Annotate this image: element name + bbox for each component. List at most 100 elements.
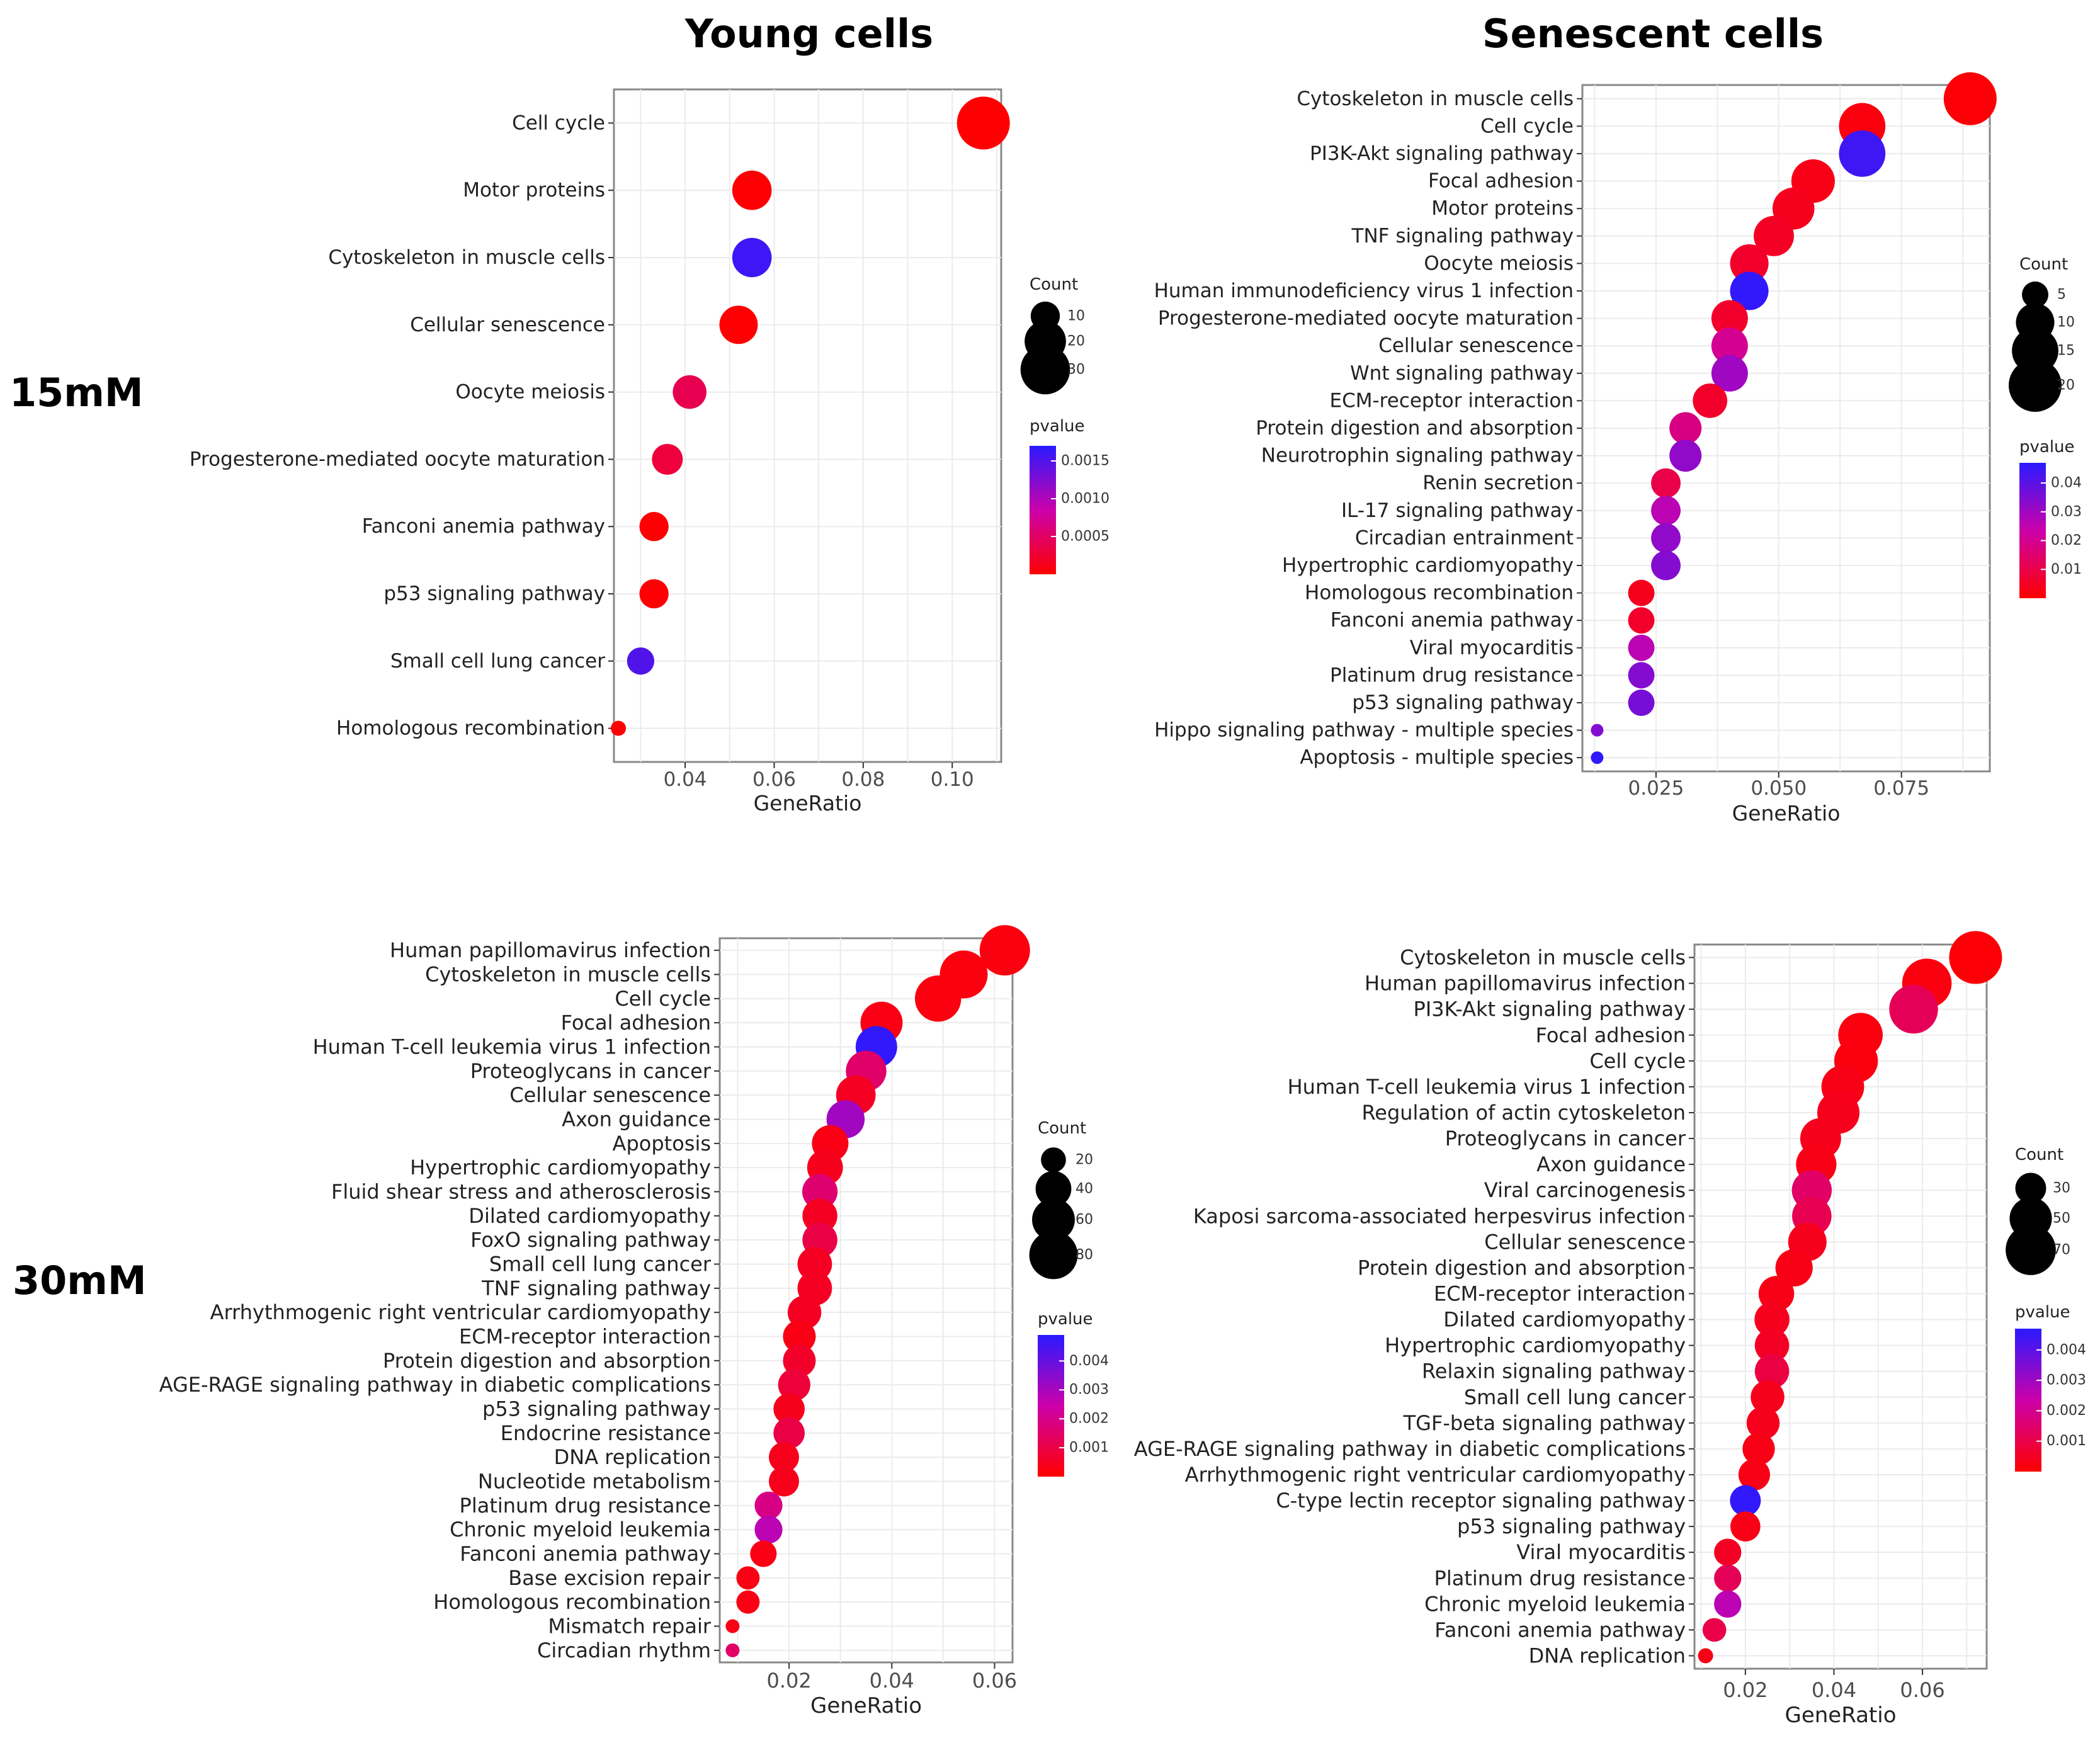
pathway-label: Fanconi anemia pathway — [460, 1542, 711, 1566]
pathway-label: Arrhythmogenic right ventricular cardiom… — [210, 1300, 711, 1324]
count-legend-dot — [2006, 1225, 2056, 1275]
pathway-label: Progesterone-mediated oocyte maturation — [190, 448, 605, 470]
pathway-label: Homologous recombination — [1305, 582, 1574, 605]
data-point — [1714, 1564, 1742, 1592]
count-legend-label: 30 — [1067, 362, 1085, 378]
count-legend-label: 5 — [2057, 287, 2066, 303]
data-point — [1839, 130, 1886, 177]
pathway-label: Base excision repair — [508, 1566, 712, 1590]
data-point — [1628, 662, 1655, 689]
pvalue-legend-label: 0.001 — [2046, 1433, 2086, 1449]
pathway-label: p53 signaling pathway — [1352, 691, 1574, 714]
count-legend-label: 20 — [1067, 334, 1085, 349]
pathway-label: TNF signaling pathway — [481, 1276, 711, 1300]
pathway-label: Cytoskeleton in muscle cells — [1400, 946, 1686, 970]
pvalue-legend-label: 0.004 — [2046, 1342, 2086, 1358]
pathway-label: DNA replication — [554, 1445, 711, 1469]
pathway-label: AGE-RAGE signaling pathway in diabetic c… — [159, 1373, 711, 1397]
data-point — [1746, 1406, 1780, 1440]
pvalue-legend-label: 0.003 — [1069, 1382, 1109, 1398]
x-axis-label: GeneRatio — [1785, 1703, 1896, 1728]
x-tick-label: 0.02 — [1723, 1678, 1768, 1702]
x-tick-label: 0.04 — [1812, 1678, 1856, 1702]
data-point — [802, 1174, 838, 1210]
pathway-label: p53 signaling pathway — [383, 582, 605, 605]
data-point — [736, 1590, 760, 1614]
pvalue-colorbar — [2019, 463, 2046, 598]
pathway-label: Platinum drug resistance — [460, 1494, 711, 1518]
panel-young-30mM: 0.02 0.04 0.06 GeneRatio Human papillomaviru… — [159, 925, 1109, 1718]
data-point — [1711, 327, 1748, 365]
pathway-label: Small cell lung cancer — [1464, 1385, 1686, 1409]
pathway-label: Relaxin signaling pathway — [1422, 1360, 1686, 1383]
count-legend-dot — [1041, 1147, 1066, 1172]
count-legend-title: Count — [1030, 275, 1078, 294]
pathway-label: Oocyte meiosis — [455, 381, 605, 404]
data-point — [732, 170, 772, 210]
pathway-label: Endocrine resistance — [501, 1421, 711, 1445]
pvalue-legend-label: 0.01 — [2051, 562, 2082, 577]
count-legend-dot — [1035, 1171, 1072, 1207]
count-legend-dot — [1032, 1198, 1075, 1241]
data-point — [1754, 1354, 1790, 1388]
count-legend-label: 15 — [2057, 343, 2075, 359]
pvalue-legend-label: 0.001 — [1069, 1440, 1109, 1456]
data-point — [956, 96, 1010, 150]
data-point — [1651, 523, 1681, 553]
data-point — [750, 1540, 777, 1567]
data-point — [1754, 215, 1794, 256]
data-point — [1714, 1538, 1742, 1566]
count-legend-label: 10 — [1067, 309, 1085, 324]
x-tick-label: 0.06 — [1900, 1678, 1944, 1702]
pvalue-legend-title: pvalue — [2019, 438, 2075, 457]
count-legend-label: 40 — [1076, 1181, 1093, 1197]
pathway-label: Cellular senescence — [1484, 1230, 1686, 1254]
pvalue-legend-label: 0.0015 — [1061, 453, 1110, 469]
pvalue-legend-label: 0.03 — [2051, 504, 2082, 519]
pathway-label: Wnt signaling pathway — [1350, 362, 1574, 385]
data-point — [773, 1417, 805, 1449]
pvalue-colorbar — [2015, 1329, 2041, 1472]
data-point — [1693, 383, 1728, 418]
pvalue-legend-label: 0.0005 — [1061, 529, 1110, 545]
pathway-label: Focal adhesion — [1428, 170, 1574, 193]
data-point — [1628, 607, 1655, 634]
x-tick-label: 0.04 — [870, 1669, 914, 1693]
data-point — [725, 1619, 740, 1633]
pathway-label: Human immunodeficiency virus 1 infection — [1154, 280, 1574, 302]
data-point — [783, 1320, 816, 1353]
pathway-label: Cellular senescence — [1378, 334, 1574, 357]
pathway-label: Platinum drug resistance — [1330, 664, 1574, 686]
data-point — [1889, 984, 1938, 1034]
data-point — [1628, 579, 1655, 606]
data-point — [1758, 1276, 1795, 1312]
data-point — [769, 1442, 799, 1473]
pvalue-legend-label: 0.004 — [1069, 1353, 1109, 1369]
pathway-label: Chronic myeloid leukemia — [1424, 1592, 1686, 1616]
pvalue-legend-title: pvalue — [1030, 417, 1085, 436]
pvalue-legend-label: 0.003 — [2046, 1373, 2086, 1388]
data-point — [1628, 634, 1655, 661]
count-legend-label: 10 — [2057, 315, 2075, 331]
pathway-label: IL-17 signaling pathway — [1341, 499, 1574, 522]
x-tick-label: 0.025 — [1628, 777, 1684, 800]
count-legend-dot — [1029, 1230, 1078, 1280]
data-point — [1669, 412, 1702, 445]
pathway-label: Axon guidance — [1536, 1152, 1686, 1176]
data-point — [778, 1368, 810, 1401]
x-axis-label: GeneRatio — [1732, 801, 1841, 826]
x-tick-label: 0.06 — [972, 1669, 1017, 1693]
pvalue-legend-label: 0.0010 — [1061, 491, 1110, 507]
pathway-label: Viral carcinogenesis — [1484, 1178, 1686, 1202]
pathway-label: Human T-cell leukemia virus 1 infection — [313, 1035, 711, 1059]
pathway-label: Cell cycle — [1589, 1049, 1686, 1073]
pathway-label: Viral myocarditis — [1516, 1540, 1686, 1564]
pathway-label: Focal adhesion — [561, 1011, 711, 1035]
pathway-label: Human papillomavirus infection — [390, 938, 711, 962]
data-point — [732, 237, 772, 278]
count-legend-label: 20 — [2057, 378, 2075, 394]
data-point — [736, 1566, 760, 1590]
pathway-label: Arrhythmogenic right ventricular cardiom… — [1185, 1463, 1686, 1487]
